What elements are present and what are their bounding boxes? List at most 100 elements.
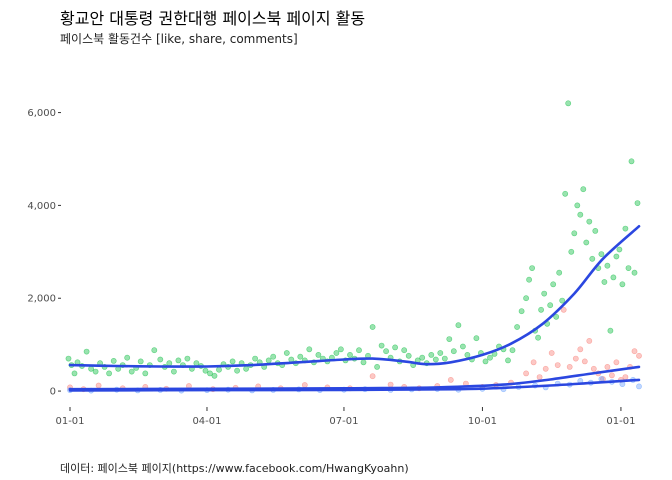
data-point xyxy=(301,382,308,388)
data-point xyxy=(464,351,471,358)
data-point xyxy=(598,376,605,382)
data-point xyxy=(572,355,579,362)
x-tick-label: 04-01 xyxy=(192,416,221,427)
data-point xyxy=(193,360,200,367)
data-point xyxy=(297,353,304,360)
data-point xyxy=(610,274,617,281)
data-point xyxy=(383,348,389,355)
data-point xyxy=(157,356,164,363)
data-point xyxy=(374,363,380,370)
data-point xyxy=(175,357,182,364)
data-point xyxy=(505,357,511,364)
data-point xyxy=(315,351,322,358)
data-point xyxy=(207,370,213,377)
data-point xyxy=(270,353,277,360)
data-point xyxy=(387,381,394,388)
data-point xyxy=(401,347,408,354)
data-point xyxy=(577,211,584,218)
data-point xyxy=(559,297,566,304)
data-point xyxy=(473,335,480,342)
data-point xyxy=(283,350,290,356)
x-tick-label: 01-01 xyxy=(606,416,635,427)
data-point xyxy=(604,363,611,370)
data-point xyxy=(265,357,272,364)
data-point xyxy=(616,246,623,253)
data-point xyxy=(565,100,572,107)
data-point xyxy=(598,251,605,257)
data-point xyxy=(518,308,525,315)
chart-title: 황교안 대통령 권한대행 페이스북 페이지 활동 xyxy=(60,9,366,28)
data-point xyxy=(450,348,457,355)
data-point xyxy=(583,239,590,246)
y-tick-label: 6,000 xyxy=(27,108,56,119)
data-point xyxy=(229,358,236,365)
data-point xyxy=(83,348,90,355)
data-point xyxy=(568,248,575,255)
data-point xyxy=(347,351,353,358)
data-point xyxy=(523,370,529,377)
data-point xyxy=(142,370,149,377)
data-point xyxy=(92,368,99,375)
data-point xyxy=(184,355,191,362)
data-point xyxy=(631,269,638,276)
data-point xyxy=(571,230,578,237)
data-point xyxy=(419,354,426,361)
data-point xyxy=(590,365,597,372)
data-point xyxy=(574,202,581,209)
y-tick-label: 4,000 xyxy=(27,201,56,212)
data-point xyxy=(529,265,535,271)
data-point xyxy=(378,342,385,349)
data-point xyxy=(243,365,249,372)
data-source-caption: 데이터: 페이스북 페이지(https://www.facebook.com/H… xyxy=(60,462,409,475)
data-point xyxy=(128,368,135,375)
data-point xyxy=(288,356,295,363)
y-tick-label: 0 xyxy=(50,387,56,398)
data-point xyxy=(170,368,177,375)
data-point xyxy=(536,374,543,380)
data-point xyxy=(523,295,529,302)
data-point xyxy=(514,324,520,330)
smooth-trend-line xyxy=(68,365,641,391)
data-point xyxy=(589,255,596,262)
data-point xyxy=(541,290,548,297)
y-tick-label: 2,000 xyxy=(27,294,56,305)
data-point xyxy=(619,281,626,288)
data-point xyxy=(535,334,541,341)
data-point xyxy=(446,336,453,342)
data-point xyxy=(509,347,516,354)
data-point xyxy=(628,158,635,165)
data-point xyxy=(137,358,144,365)
data-point xyxy=(560,306,567,313)
data-point xyxy=(586,218,593,225)
data-point xyxy=(71,370,78,377)
data-point xyxy=(459,343,466,350)
data-point xyxy=(592,227,599,234)
data-point xyxy=(356,347,362,354)
data-point xyxy=(252,355,258,362)
data-point xyxy=(432,356,439,363)
data-point xyxy=(613,359,620,366)
data-point xyxy=(405,352,412,359)
data-point xyxy=(554,362,561,368)
axis-layer: 0 2,000 4,000 6,000 01-01 04-01 07-01 10-01 01-0… xyxy=(27,108,635,427)
data-point xyxy=(202,367,209,374)
data-point xyxy=(580,186,587,193)
data-point xyxy=(631,348,638,355)
data-point xyxy=(634,200,641,206)
data-point xyxy=(581,358,588,365)
data-point xyxy=(487,354,493,361)
data-point xyxy=(65,355,72,362)
data-point xyxy=(622,374,629,380)
data-point xyxy=(556,269,563,276)
data-point xyxy=(636,383,642,390)
data-point xyxy=(538,306,544,313)
data-point xyxy=(333,350,340,356)
data-point xyxy=(392,344,398,351)
data-point xyxy=(613,253,620,260)
data-point xyxy=(607,327,614,334)
data-point xyxy=(106,370,112,377)
data-point xyxy=(553,313,560,320)
x-tick-label: 10-01 xyxy=(468,416,497,427)
chart-subtitle: 페이스북 활동건수 [like, share, comments] xyxy=(60,32,298,46)
